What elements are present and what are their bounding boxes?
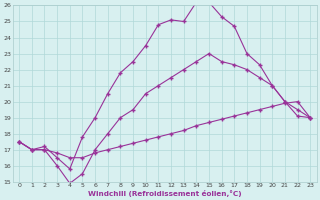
X-axis label: Windchill (Refroidissement éolien,°C): Windchill (Refroidissement éolien,°C): [88, 190, 242, 197]
